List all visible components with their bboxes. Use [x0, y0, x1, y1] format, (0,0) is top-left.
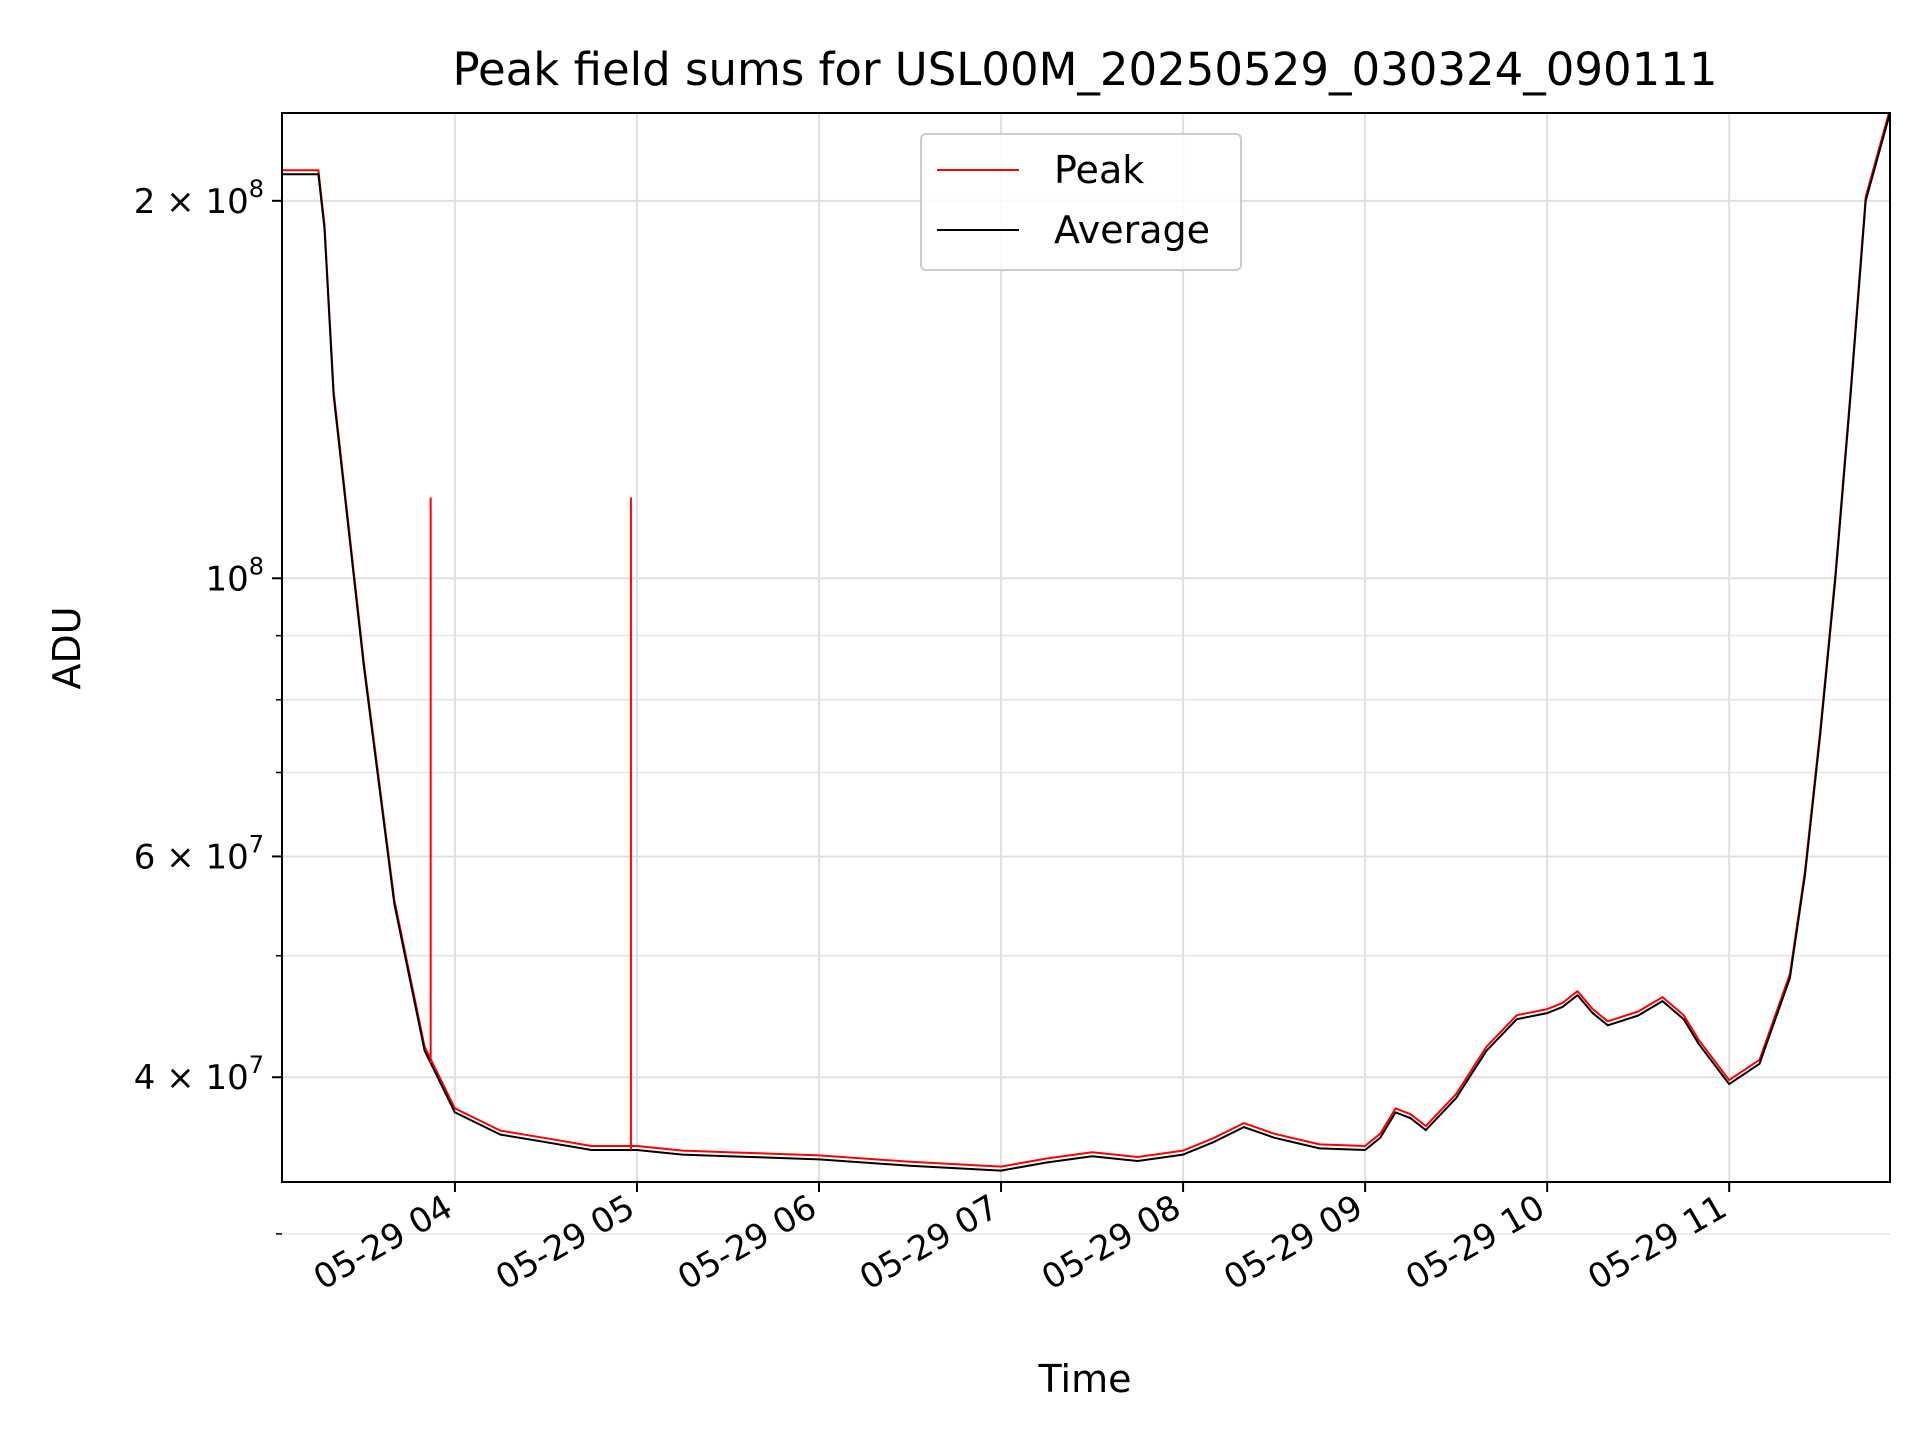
- series-group: [282, 113, 1890, 1172]
- y-tick-label: 6 × 107: [134, 830, 264, 877]
- x-axis-label: Time: [1038, 1357, 1132, 1401]
- y-tick-label: 4 × 107: [134, 1051, 264, 1098]
- series-line-peak: [282, 113, 1890, 1168]
- y-axis-label: ADU: [45, 606, 89, 689]
- legend-box: [920, 133, 1242, 271]
- y-tick-label-exponent: 8: [249, 552, 264, 580]
- y-tick-label: 2 × 108: [134, 175, 264, 222]
- y-tick-label-base: 10: [205, 559, 248, 599]
- y-tick-label-base: 2 × 10: [134, 182, 249, 222]
- y-tick-label: 108: [205, 552, 264, 599]
- series-layer: [282, 113, 1890, 1172]
- y-tick-label-exponent: 8: [249, 175, 264, 203]
- y-tick-label-exponent: 7: [249, 1051, 264, 1079]
- legend-average-label: Average: [1054, 208, 1210, 252]
- chart-title: Peak field sums for USL00M_20250529_0303…: [452, 43, 1717, 96]
- series-line-average: [282, 113, 1890, 1172]
- y-tick-label-base: 4 × 10: [134, 1058, 249, 1098]
- plot-frame: [281, 112, 1891, 1183]
- y-tick-label-base: 6 × 10: [134, 837, 249, 877]
- y-tick-label-exponent: 7: [249, 830, 264, 858]
- legend: Peak Average: [920, 133, 1242, 271]
- grid: [282, 113, 1890, 1235]
- legend-peak-label: Peak: [1054, 148, 1144, 192]
